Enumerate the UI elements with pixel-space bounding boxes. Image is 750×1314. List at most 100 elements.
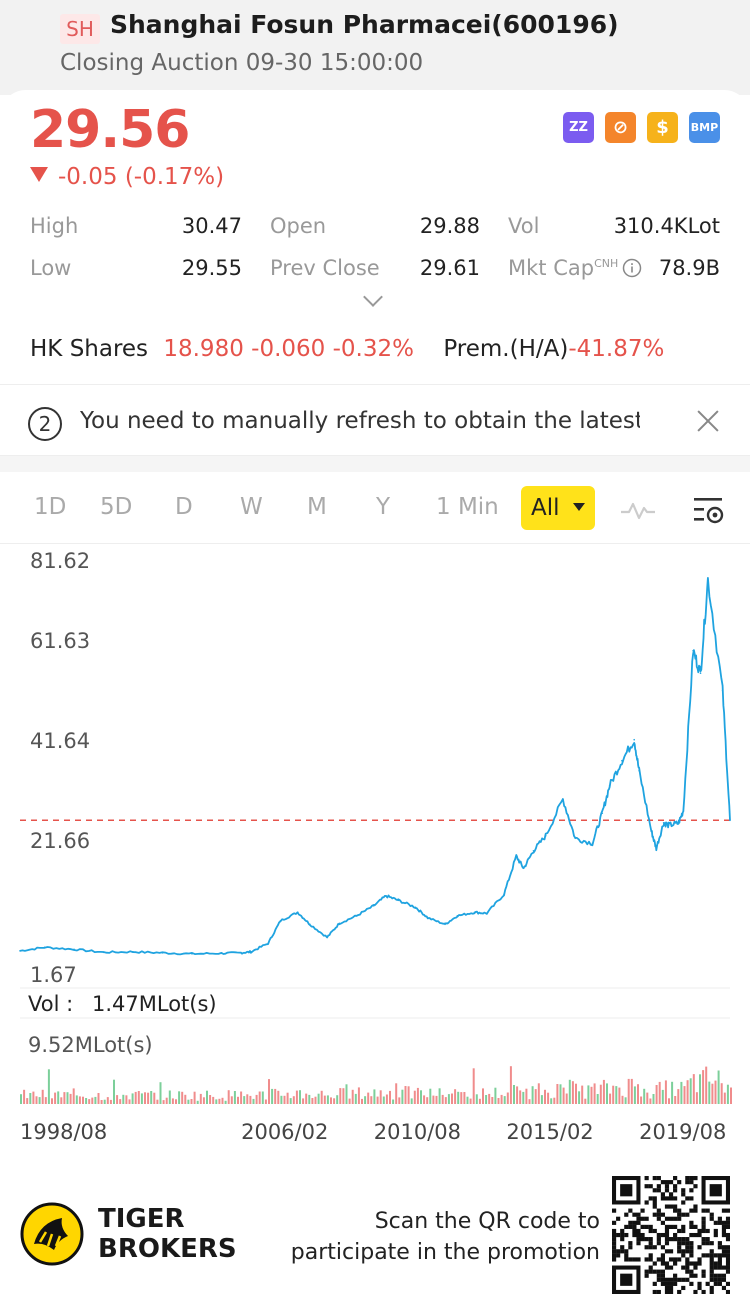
hk-shares-label: HK Shares (30, 336, 149, 362)
volume-bar (184, 1094, 187, 1104)
qr-module (673, 1204, 678, 1209)
qr-module (664, 1241, 670, 1246)
volume-bar (156, 1099, 159, 1104)
volume-bar (271, 1088, 274, 1104)
volume-bar (308, 1094, 311, 1104)
period-tabs: 1D 5D D W M Y 1 Min All (0, 472, 750, 544)
line-chart-icon[interactable] (620, 496, 656, 522)
qr-code[interactable] (612, 1176, 730, 1294)
price-point (279, 920, 282, 922)
qr-module (693, 1208, 698, 1213)
qr-module (689, 1180, 694, 1185)
chart-settings-icon[interactable] (692, 494, 726, 528)
volume-bar (311, 1098, 314, 1104)
qr-module (709, 1249, 714, 1254)
volume-bar (637, 1084, 639, 1104)
qr-module (693, 1184, 698, 1189)
qr-module (685, 1261, 690, 1266)
qr-module (673, 1237, 678, 1242)
qr-module (693, 1176, 698, 1181)
qr-module (632, 1257, 637, 1262)
dollar-icon[interactable]: $ (647, 112, 678, 143)
qr-module (660, 1257, 665, 1262)
volume-bar (199, 1093, 202, 1104)
volume-bar (717, 1070, 720, 1104)
qr-module (652, 1269, 657, 1274)
price-point (161, 952, 164, 954)
qr-module (681, 1265, 686, 1270)
qr-module (717, 1265, 722, 1270)
volume-bar (60, 1097, 63, 1104)
volume-bar (292, 1096, 295, 1104)
qr-module (701, 1237, 706, 1242)
qr-module (685, 1176, 690, 1181)
tab-5d[interactable]: 5D (100, 494, 133, 520)
volume-bar (47, 1069, 50, 1104)
x-tick-label: 2010/08 (374, 1120, 461, 1144)
qr-module (721, 1253, 727, 1258)
qr-module (660, 1220, 665, 1225)
qr-module (673, 1257, 678, 1262)
brand-line-1: TIGER (98, 1204, 185, 1234)
tab-1min[interactable]: 1 Min (436, 494, 499, 520)
volume-bar (134, 1091, 137, 1104)
qr-module (644, 1237, 649, 1242)
tab-week[interactable]: W (240, 494, 263, 520)
tab-day[interactable]: D (175, 494, 193, 520)
qr-module (624, 1224, 629, 1229)
volume-bar (66, 1092, 69, 1104)
volume-bar (75, 1095, 78, 1104)
qr-module (725, 1245, 730, 1250)
no-icon[interactable]: ⊘ (605, 112, 636, 143)
volume-bar (609, 1093, 612, 1104)
hk-shares-row[interactable]: HK Shares 18.980 -0.060 -0.32% Prem.(H/A… (30, 336, 664, 362)
qr-module (648, 1228, 653, 1234)
qr-module (713, 1265, 718, 1270)
volume-bar (78, 1096, 81, 1104)
volume-bar (230, 1096, 233, 1104)
qr-module (677, 1257, 682, 1262)
tab-month[interactable]: M (307, 494, 327, 520)
qr-module (709, 1269, 714, 1274)
qr-module (644, 1257, 649, 1262)
volume-bar (249, 1095, 252, 1104)
x-tick-label: 2006/02 (241, 1120, 328, 1144)
price-point (132, 951, 134, 953)
qr-module (717, 1281, 722, 1286)
qr-module (701, 1289, 706, 1294)
volume-bar (432, 1095, 435, 1104)
volume-bar (165, 1097, 168, 1104)
qr-module (685, 1212, 690, 1217)
quote-card (0, 90, 750, 1314)
qr-module (660, 1180, 665, 1185)
volume-bar (565, 1093, 568, 1104)
tab-year[interactable]: Y (376, 494, 391, 520)
qr-module (612, 1257, 617, 1262)
qr-module (636, 1237, 641, 1242)
tab-all[interactable]: All (521, 486, 595, 530)
qr-module (660, 1253, 665, 1258)
qr-module (713, 1253, 718, 1258)
price-point (473, 911, 476, 914)
volume-bar (423, 1095, 426, 1104)
volume-bar (171, 1098, 174, 1104)
close-icon[interactable] (696, 409, 720, 433)
volume-bar (317, 1093, 320, 1104)
price-chart[interactable]: 81.62 61.63 41.64 21.66 1.67 Vol : 1.47MLot(… (0, 544, 750, 1144)
qr-module (644, 1245, 649, 1250)
price-point (427, 917, 429, 919)
qr-module (652, 1281, 657, 1286)
volume-bar (348, 1098, 351, 1104)
notice-text: You need to manually refresh to obtain t… (80, 408, 640, 434)
volume-bar (451, 1093, 453, 1104)
bmp-icon[interactable]: BMP (689, 112, 720, 143)
zz-icon[interactable]: ZZ (563, 112, 594, 143)
qr-module (721, 1265, 727, 1270)
volume-bar (246, 1094, 249, 1104)
volume-bar (695, 1092, 698, 1104)
qr-module (660, 1212, 665, 1217)
tab-1d[interactable]: 1D (34, 494, 67, 520)
volume-bar (289, 1098, 292, 1104)
info-icon[interactable] (622, 258, 642, 278)
volume-bar (699, 1074, 701, 1104)
